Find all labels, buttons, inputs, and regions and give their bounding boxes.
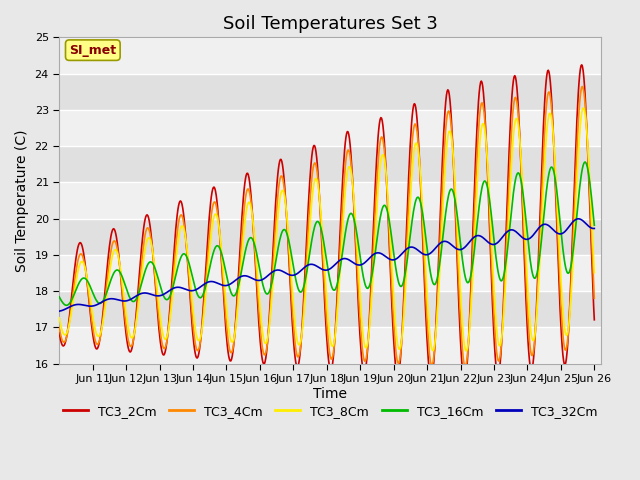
TC3_8Cm xyxy=(243,204,251,210)
TC3_32Cm xyxy=(216,282,224,288)
Bar xyxy=(60,73,601,110)
TC3_16Cm xyxy=(383,205,390,211)
TC3_2Cm xyxy=(591,317,598,323)
TC3_8Cm xyxy=(263,337,271,343)
TC3_4Cm xyxy=(243,188,251,193)
TC3_2Cm xyxy=(382,161,390,167)
TC3_2Cm xyxy=(461,378,468,384)
Bar xyxy=(60,291,601,327)
Bar xyxy=(60,255,601,291)
TC3_16Cm xyxy=(244,240,252,245)
Legend: TC3_2Cm, TC3_4Cm, TC3_8Cm, TC3_16Cm, TC3_32Cm: TC3_2Cm, TC3_4Cm, TC3_8Cm, TC3_16Cm, TC3… xyxy=(58,400,602,423)
Bar xyxy=(60,37,601,73)
Bar xyxy=(60,182,601,219)
TC3_8Cm xyxy=(579,105,587,111)
Line: TC3_8Cm: TC3_8Cm xyxy=(60,108,595,351)
Line: TC3_16Cm: TC3_16Cm xyxy=(60,162,595,305)
Bar xyxy=(60,327,601,364)
TC3_16Cm xyxy=(591,222,598,228)
TC3_8Cm xyxy=(462,348,470,354)
TC3_4Cm xyxy=(591,295,598,301)
TC3_4Cm xyxy=(412,122,420,128)
TC3_8Cm xyxy=(56,315,63,321)
TC3_2Cm xyxy=(412,105,420,110)
TC3_16Cm xyxy=(119,275,127,281)
TC3_16Cm xyxy=(62,302,70,308)
TC3_2Cm xyxy=(56,330,63,336)
TC3_2Cm xyxy=(263,344,271,349)
Y-axis label: Soil Temperature (C): Soil Temperature (C) xyxy=(15,129,29,272)
TC3_2Cm xyxy=(118,288,126,294)
TC3_4Cm xyxy=(216,240,224,246)
TC3_16Cm xyxy=(581,159,589,165)
TC3_16Cm xyxy=(56,294,63,300)
TC3_2Cm xyxy=(216,241,224,247)
TC3_32Cm xyxy=(118,298,126,304)
TC3_2Cm xyxy=(578,62,586,68)
TC3_4Cm xyxy=(461,364,469,370)
Line: TC3_32Cm: TC3_32Cm xyxy=(60,219,595,311)
TC3_2Cm xyxy=(243,170,251,176)
X-axis label: Time: Time xyxy=(313,387,347,401)
TC3_4Cm xyxy=(56,324,63,330)
TC3_8Cm xyxy=(118,277,126,283)
TC3_8Cm xyxy=(382,167,390,173)
TC3_16Cm xyxy=(413,196,420,202)
TC3_32Cm xyxy=(382,254,390,260)
TC3_32Cm xyxy=(412,246,420,252)
Text: SI_met: SI_met xyxy=(69,44,116,57)
TC3_8Cm xyxy=(412,140,420,146)
TC3_16Cm xyxy=(217,249,225,254)
TC3_4Cm xyxy=(382,165,390,170)
TC3_32Cm xyxy=(575,216,582,222)
TC3_16Cm xyxy=(264,291,271,297)
TC3_4Cm xyxy=(579,84,586,89)
TC3_32Cm xyxy=(243,273,251,279)
TC3_32Cm xyxy=(591,226,598,231)
TC3_32Cm xyxy=(263,274,271,279)
Bar xyxy=(60,219,601,255)
Title: Soil Temperatures Set 3: Soil Temperatures Set 3 xyxy=(223,15,438,33)
Line: TC3_4Cm: TC3_4Cm xyxy=(60,86,595,367)
TC3_32Cm xyxy=(56,308,63,314)
Bar xyxy=(60,110,601,146)
TC3_4Cm xyxy=(118,285,126,290)
TC3_4Cm xyxy=(263,342,271,348)
Bar xyxy=(60,146,601,182)
TC3_8Cm xyxy=(591,270,598,276)
TC3_8Cm xyxy=(216,236,224,241)
Line: TC3_2Cm: TC3_2Cm xyxy=(60,65,595,381)
